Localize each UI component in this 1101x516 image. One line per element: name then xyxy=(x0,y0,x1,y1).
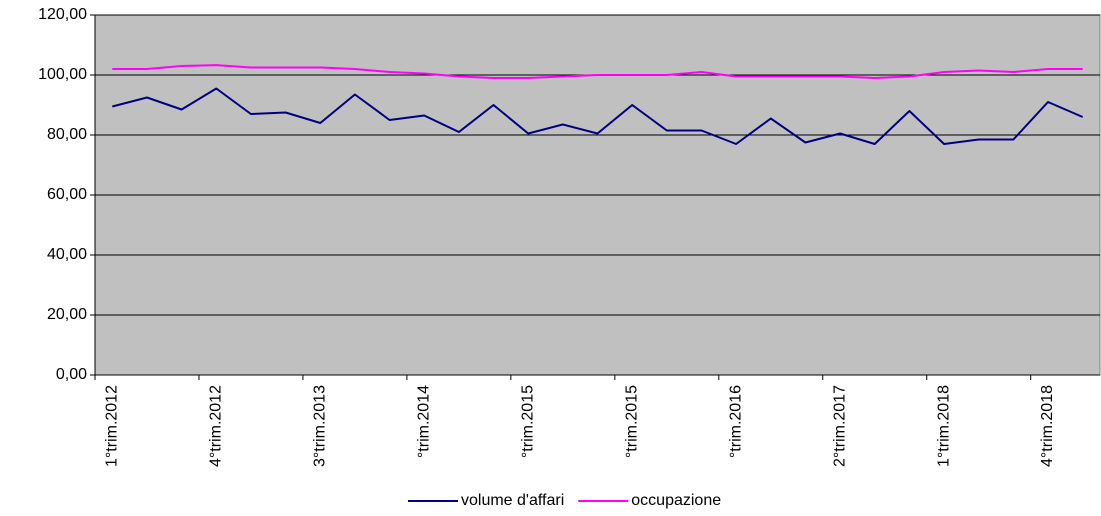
y-tick-label: 40,00 xyxy=(47,246,87,263)
series-line xyxy=(112,87,1084,145)
x-tick-label: °trim.2016 xyxy=(727,385,744,458)
x-tick-label: 4°trim.2018 xyxy=(1039,385,1056,467)
x-tick-label: °trim.2015 xyxy=(519,385,536,458)
series-line xyxy=(112,64,1083,79)
x-tick-label: 1°trim.2012 xyxy=(104,385,121,467)
x-tick-label: °trim.2015 xyxy=(623,385,640,458)
legend-label: occupazione xyxy=(631,492,721,509)
x-tick-label: 3°trim.2013 xyxy=(311,385,328,467)
y-tick-label: 80,00 xyxy=(47,126,87,143)
y-tick-label: 120,00 xyxy=(38,6,87,23)
y-tick-label: 100,00 xyxy=(38,66,87,83)
legend: volume d'affari occupazione xyxy=(408,492,721,509)
x-tick-label: 1°trim.2018 xyxy=(935,385,952,467)
legend-label: volume d'affari xyxy=(461,492,564,509)
x-tick-label: 4°trim.2012 xyxy=(208,385,225,467)
y-tick-label: 20,00 xyxy=(47,306,87,323)
x-tick-label: 2°trim.2017 xyxy=(831,385,848,467)
y-tick-label: 60,00 xyxy=(47,186,87,203)
x-tick-label: °trim.2014 xyxy=(415,385,432,458)
y-tick-label: 0,00 xyxy=(56,366,87,383)
